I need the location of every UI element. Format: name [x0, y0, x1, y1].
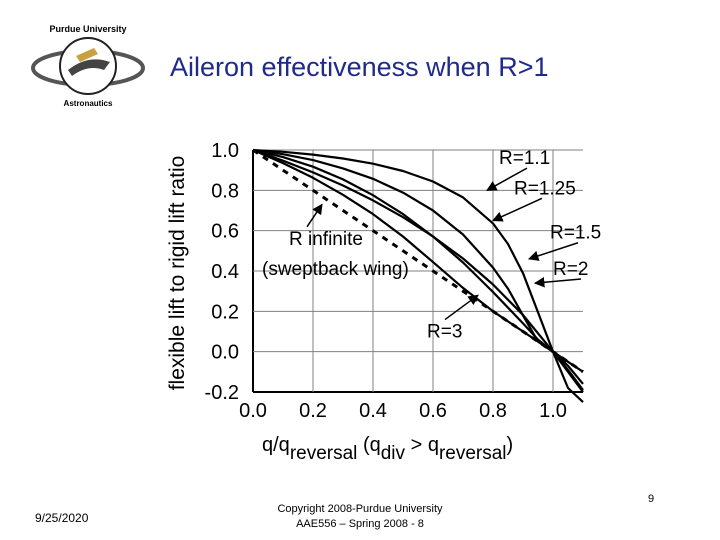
- annotation-arrow: [528, 242, 579, 261]
- annotation-arrow: [492, 197, 543, 222]
- annotation-label: R=1.5: [550, 223, 601, 244]
- annotation-arrow: [306, 203, 323, 228]
- logo-text-bottom: Astronautics: [64, 99, 113, 108]
- y-tick-label: 0.4: [211, 261, 239, 283]
- y-axis-label: flexible lift to rigid lift ratio: [166, 156, 189, 391]
- y-tick-label: 0.0: [211, 342, 239, 364]
- purdue-logo: Purdue University Astronautics: [31, 24, 145, 108]
- x-axis-label-part: reversal: [290, 443, 358, 464]
- annotation-label: R=3: [427, 322, 462, 343]
- x-axis-label-part: reversal: [439, 443, 507, 464]
- series-curve-r-1-1: [252, 148, 584, 403]
- x-axis-label-part: div: [381, 443, 406, 464]
- copyright-line-2: AAE556 – Spring 2008 - 8: [296, 518, 424, 530]
- footer-date: 9/25/2020: [35, 511, 89, 525]
- logo-rocket: [76, 48, 98, 62]
- y-tick-label: 0.2: [211, 301, 239, 323]
- y-tick-label: 1.0: [211, 140, 239, 162]
- copyright-line-1: Copyright 2008-Purdue University: [277, 503, 443, 515]
- y-tick-label: 0.8: [211, 180, 239, 202]
- x-axis-label: q/qreversal (qdiv > qreversal): [262, 434, 513, 464]
- annotation-label: R=1.25: [514, 178, 576, 199]
- x-tick-label: 0.4: [359, 400, 387, 422]
- annotation-arrow: [444, 294, 479, 321]
- logo-wing: [68, 59, 110, 76]
- x-tick-label: 0.6: [419, 400, 447, 422]
- annotation-label: R=1.1: [499, 148, 550, 169]
- chart-curves: [252, 148, 584, 403]
- page-number: 9: [648, 493, 655, 505]
- annotation-label: R=2: [553, 259, 588, 280]
- chart-ticks: 0.0 0.2 0.4 0.6 0.8 1.01.00.80.60.40.20.0-0.2: [205, 140, 567, 422]
- x-tick-label: 0.0: [239, 400, 267, 422]
- x-axis-label-part: q/q: [262, 434, 290, 456]
- annotation-label: R infinite: [289, 229, 363, 250]
- slide-title: Aileron effectiveness when R>1: [170, 52, 549, 82]
- x-tick-label: 0.2: [299, 400, 327, 422]
- chart-annotations: R=1.1 R=1.25 R=1.5 R=2 R infinite (sweptback …: [262, 148, 601, 342]
- x-axis-label-part: (q: [357, 434, 380, 456]
- x-axis-label-part: ): [507, 434, 514, 456]
- logo-text-top: Purdue University: [49, 24, 126, 34]
- x-axis-label-part: > q: [405, 434, 439, 456]
- x-tick-label: 0.8: [479, 400, 507, 422]
- y-tick-label: -0.2: [205, 382, 239, 404]
- x-tick-label: 1.0: [539, 400, 567, 422]
- annotation-arrow: [533, 277, 582, 288]
- footer-copyright: Copyright 2008-Purdue University AAE556 …: [240, 502, 480, 532]
- y-tick-label: 0.6: [211, 221, 239, 243]
- annotation-label: (sweptback wing): [262, 259, 409, 280]
- annotation-arrow: [486, 167, 528, 191]
